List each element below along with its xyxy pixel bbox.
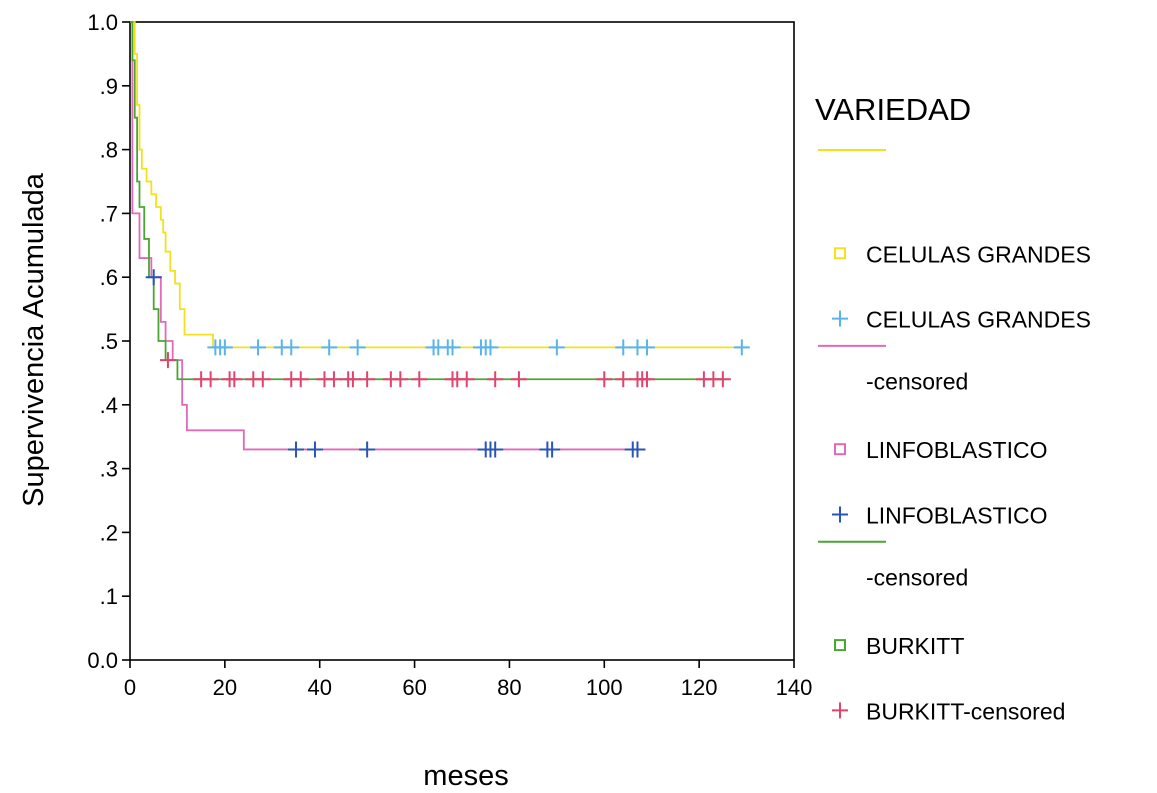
x-tick-label: 120 [681,675,718,700]
x-tick-label: 0 [124,675,136,700]
x-axis-title: meses [423,760,508,792]
censor-mark-2 [344,371,361,388]
legend-plus-1 [832,506,848,523]
censor-mark-2 [487,371,504,388]
legend-label: LINFOBLASTICO [866,503,1047,529]
x-tick-label: 60 [402,675,426,700]
censor-mark-2 [159,352,176,369]
censor-mark-2 [392,371,409,388]
x-tick-label: 80 [497,675,521,700]
censor-mark-1 [544,441,561,458]
plot-frame [129,21,795,661]
x-tick-label: 20 [213,675,237,700]
censor-mark-1 [629,441,646,458]
censor-mark-2 [226,371,243,388]
censor-mark-0 [638,339,655,356]
y-tick-label: .2 [100,520,118,545]
censor-mark-2 [596,371,613,388]
censor-mark-0 [349,339,366,356]
legend-title: VARIEDAD [815,92,971,127]
y-axis-title: Supervivencia Acumulada [18,172,50,507]
censor-mark-2 [325,371,342,388]
censor-mark-2 [359,371,376,388]
legend-label: LINFOBLASTICO [866,437,1047,463]
plot-area: 0.0 .1 .2 .3 .4 .5 .6 .7 .8 .9 1.0 0 20 40 60 80 100 120 1… [87,10,812,700]
censor-mark-1 [288,441,304,458]
legend-label-cont: -censored [866,565,968,591]
censor-mark-0 [733,339,750,356]
censor-mark-2 [510,371,527,388]
legend-square-0 [834,247,846,260]
legend: CELULAS GRANDES CELULAS GRANDES -censored L… [818,149,1091,724]
censor-mark-2 [638,371,655,388]
censor-mark-2 [458,371,475,388]
legend-plus-2 [832,702,848,719]
y-tick-label: .1 [100,584,118,609]
legend-label: CELULAS GRANDES [866,307,1091,333]
y-tick-label: .3 [100,457,118,482]
censor-mark-2 [411,371,428,388]
legend-plus-0 [832,310,848,327]
y-tick-label: 0.0 [87,648,118,673]
y-tick-label: .9 [100,74,118,99]
censor-mark-1 [306,441,323,458]
legend-label: BURKITT-censored [866,698,1065,724]
legend-label-cont: -censored [866,369,968,395]
censor-mark-2 [292,371,309,388]
censor-mark-1 [487,441,504,458]
series-line-1 [130,21,643,451]
censor-mark-0 [216,339,233,356]
x-tick-label: 100 [586,675,623,700]
legend-label: CELULAS GRANDES [866,241,1091,267]
censor-mark-0 [444,339,461,356]
y-tick-label: .8 [100,138,118,163]
series-line-0 [130,21,747,349]
censor-mark-0 [482,339,499,356]
censor-mark-1 [359,441,376,458]
censor-mark-0 [283,339,300,356]
censor-mark-0 [321,339,338,356]
y-tick-label: .6 [100,265,118,290]
legend-label: BURKITT [866,633,964,659]
censor-mark-0 [548,339,565,356]
legend-square-2 [834,639,846,652]
censor-mark-2 [615,371,632,388]
x-tick-label: 40 [307,675,331,700]
x-tick-label: 140 [776,675,813,700]
censor-mark-0 [250,339,267,356]
censor-mark-1 [145,269,162,286]
censor-mark-2 [254,371,271,388]
y-tick-label: .4 [100,393,118,418]
y-tick-label: 1.0 [87,10,118,35]
legend-square-1 [834,443,846,456]
series-line-2 [130,21,728,381]
y-tick-label: .5 [100,329,118,354]
censor-mark-2 [714,371,731,388]
y-tick-label: .7 [100,201,118,226]
censor-mark-2 [202,371,219,388]
censor-mark-0 [615,339,632,356]
